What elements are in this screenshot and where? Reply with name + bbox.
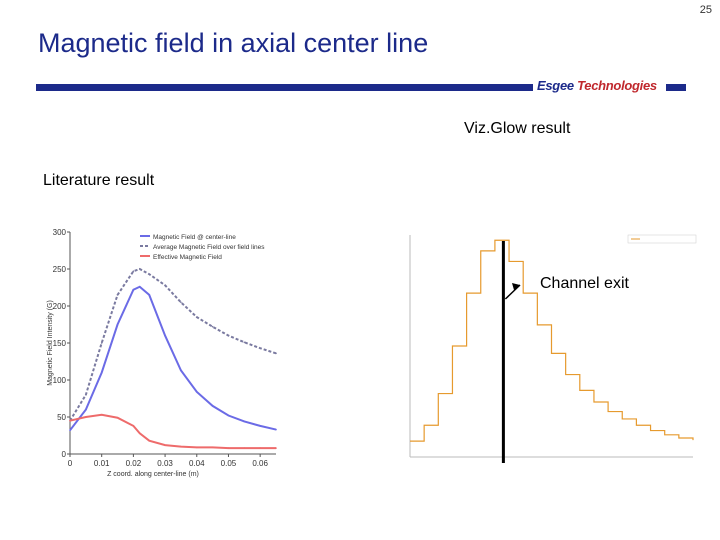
series-1-point [195, 391, 198, 393]
series-2-point [100, 342, 103, 344]
series-2-point [164, 284, 166, 287]
series-1-point [243, 420, 246, 423]
y-tick-label: 150 [53, 339, 67, 348]
brand-logo: Esgee Technologies [537, 78, 657, 93]
series-1-point [275, 428, 277, 431]
series-1-point [164, 334, 166, 337]
slide-title: Magnetic field in axial center line [38, 28, 429, 58]
brand-name-part1: Esgee [537, 78, 574, 93]
x-tick-label: 0.01 [94, 459, 110, 468]
series-1-point [148, 294, 151, 296]
legend-box [627, 234, 697, 244]
x-tick-label: 0 [68, 459, 73, 468]
page-number: 25 [699, 4, 712, 16]
series-2-point [227, 334, 230, 337]
series-2-point [195, 316, 198, 318]
series-2-point [275, 352, 277, 355]
vizglow-result-label: Viz.Glow result [464, 120, 571, 137]
y-tick-label: 0 [62, 450, 67, 459]
literature-result-label: Literature result [43, 172, 155, 189]
y-axis-label: Magnetic Field Intensity (G) [47, 300, 54, 386]
series-3-point [132, 425, 135, 427]
series-2-point [148, 273, 151, 275]
x-tick-label: 0.05 [221, 459, 237, 468]
series-3-point [148, 439, 151, 442]
literature-chart: 0 50 100 150 200 250 300 0 0.01 0.02 0.03 0.04 0.05 0… [47, 228, 277, 478]
channel-exit-label: Channel exit [540, 275, 629, 292]
series-3-point [195, 446, 198, 449]
legend-label-2: Average Magnetic Field over field lines [153, 244, 265, 251]
series-line-1 [69, 285, 277, 431]
series-2-point [211, 325, 214, 328]
series-1-point [69, 429, 71, 432]
y-tick-label: 250 [53, 265, 67, 274]
series-3-point [180, 445, 182, 448]
series-1-point [132, 288, 135, 291]
x-axis-label: Z coord. along center-line (m) [107, 471, 199, 478]
series-1-point [180, 369, 182, 372]
brand-name-part2: Technologies [577, 78, 657, 93]
series-1-point [259, 425, 261, 427]
series-2-point [85, 394, 87, 396]
series-3-point [211, 446, 214, 449]
x-tick-label: 0.02 [126, 459, 142, 468]
series-3-point [243, 447, 246, 449]
x-tick-label: 0.03 [157, 459, 173, 468]
series-step-line [410, 239, 694, 442]
series-2-point [138, 268, 141, 270]
series-1-point [116, 323, 119, 326]
series-line-2 [69, 267, 277, 422]
y-tick-label: 200 [53, 302, 67, 311]
series-1-point [138, 285, 141, 288]
series-3-point [85, 416, 87, 418]
series-line-3 [69, 413, 276, 450]
series-3-point [100, 413, 103, 416]
series-2-point [180, 301, 182, 304]
channel-exit-arrow [504, 284, 521, 300]
series-3-point [69, 419, 71, 422]
title-rule [36, 84, 533, 91]
title-rule-end [666, 84, 686, 91]
x-tick-label: 0.06 [252, 459, 268, 468]
series-3-point [259, 447, 261, 449]
series-1-point [100, 371, 103, 374]
series-2-point [116, 294, 119, 296]
y-tick-label: 50 [57, 413, 66, 422]
series-2-point [243, 341, 246, 344]
y-tick-label: 300 [53, 228, 67, 237]
series-1-point [85, 408, 87, 411]
legend-label-3: Effective Magnetic Field [153, 254, 222, 261]
series-3-point [275, 447, 277, 449]
series-3-point [138, 432, 141, 435]
series-2-point [132, 270, 135, 273]
series-1-point [227, 414, 230, 417]
series-1-point [211, 405, 214, 407]
series-3-point [116, 416, 119, 419]
series-2-point [259, 347, 261, 349]
channel-exit-arrowhead [512, 283, 520, 290]
y-tick-label: 100 [53, 376, 67, 385]
legend-label-1: Magnetic Field @ center-line [153, 234, 236, 241]
x-tick-label: 0.04 [189, 459, 205, 468]
series-3-point [164, 444, 166, 446]
series-3-point [227, 447, 230, 449]
vizglow-chart [409, 234, 697, 463]
